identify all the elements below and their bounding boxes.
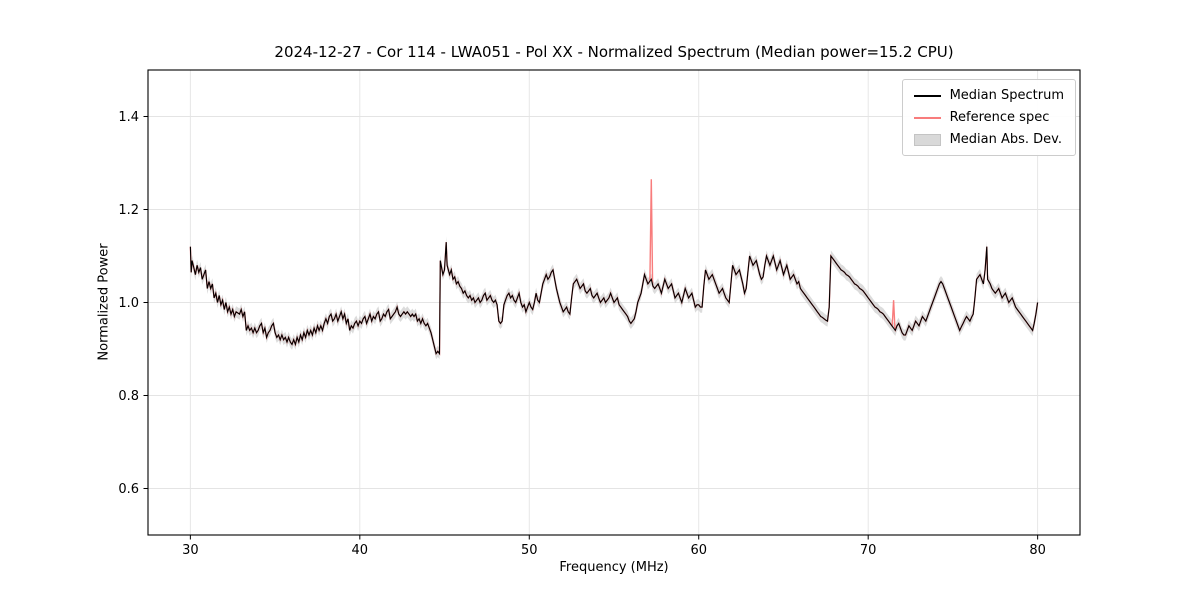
x-tick-label: 40 <box>352 543 369 558</box>
legend-item: Reference spec <box>913 110 1064 125</box>
x-tick-label: 50 <box>521 543 538 558</box>
y-axis-label: Normalized Power <box>96 243 112 361</box>
legend: Median Spectrum Reference spec Median Abs.… <box>901 79 1076 156</box>
legend-item: Median Spectrum <box>913 88 1064 103</box>
y-tick-label: 1.4 <box>118 110 139 125</box>
x-tick-label: 60 <box>690 543 707 558</box>
legend-item: Median Abs. Dev. <box>913 132 1064 147</box>
chart-title: 2024-12-27 - Cor 114 - LWA051 - Pol XX -… <box>274 43 954 61</box>
y-tick-label: 0.8 <box>118 389 139 404</box>
x-tick-label: 30 <box>182 543 199 558</box>
legend-label: Median Abs. Dev. <box>949 132 1063 147</box>
median-spectrum-line <box>189 242 1039 356</box>
x-axis-label: Frequency (MHz) <box>559 560 669 575</box>
mad-band <box>190 236 1038 360</box>
y-tick-label: 1.2 <box>118 203 139 218</box>
legend-line-swatch <box>913 116 941 119</box>
legend-label: Reference spec <box>949 110 1050 125</box>
legend-label: Median Spectrum <box>949 88 1064 103</box>
x-tick-label: 80 <box>1029 543 1046 558</box>
y-tick-label: 0.6 <box>118 482 139 497</box>
legend-patch-swatch <box>913 133 941 146</box>
y-tick-label: 1.0 <box>118 296 139 311</box>
x-tick-label: 70 <box>860 543 877 558</box>
legend-line-swatch <box>913 94 941 97</box>
